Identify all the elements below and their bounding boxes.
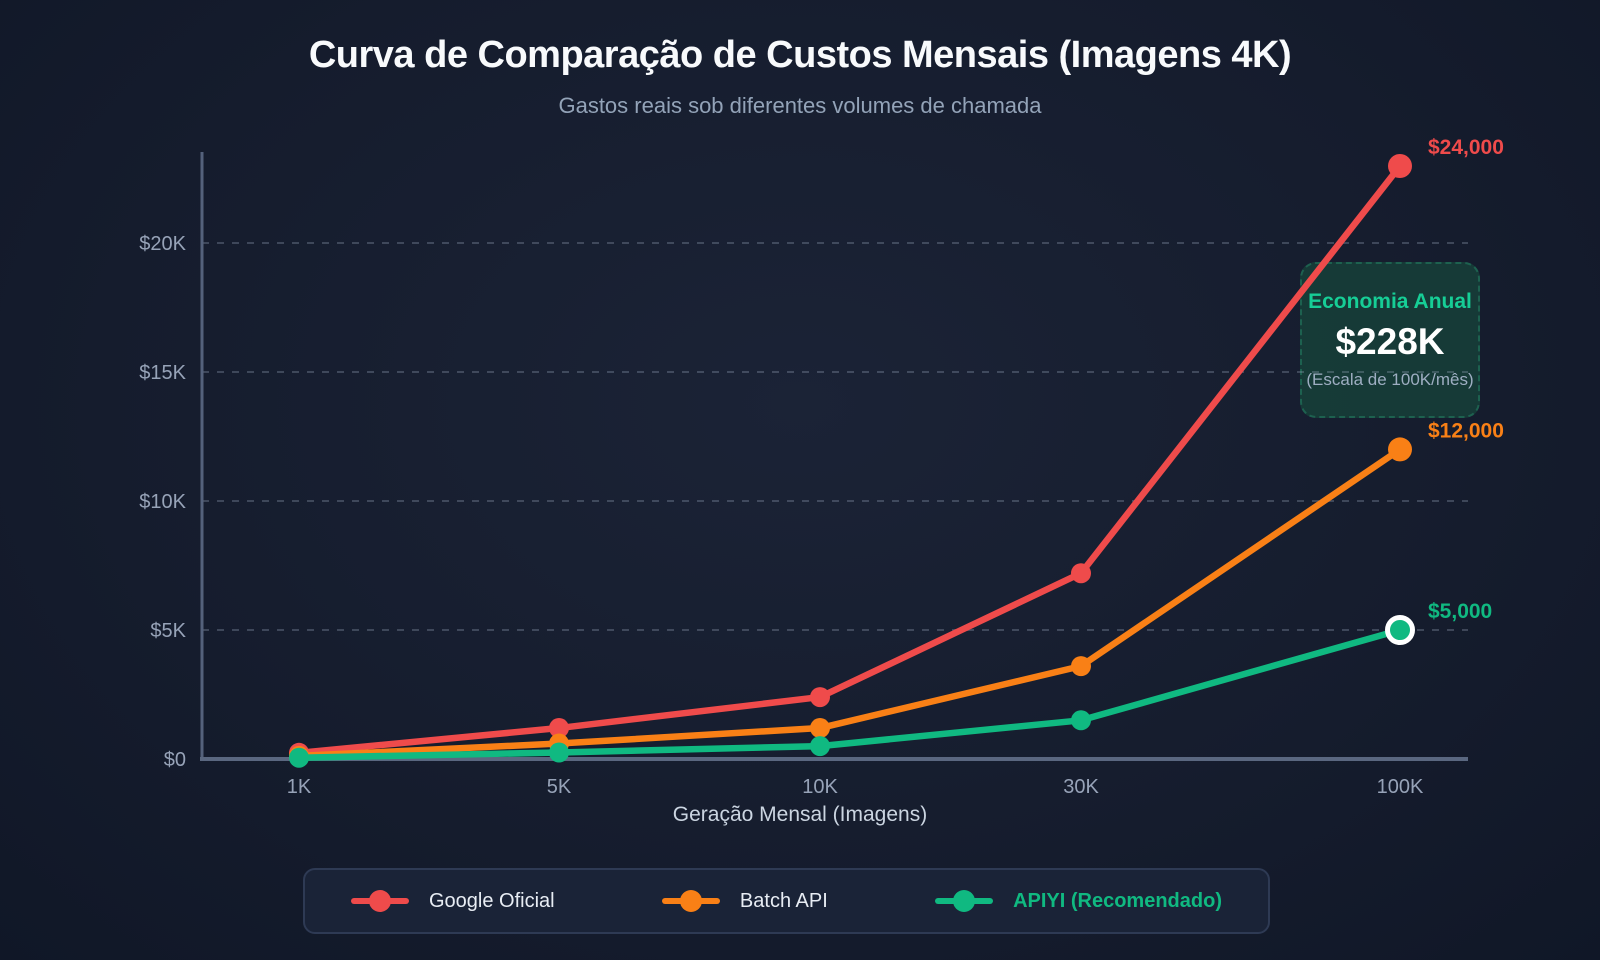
y-tick-label: $0 xyxy=(164,749,186,771)
x-axis-title: Geração Mensal (Imagens) xyxy=(672,803,928,826)
page-title: Curva de Comparação de Custos Mensais (I… xyxy=(308,34,1292,76)
data-point[interactable] xyxy=(810,736,830,757)
data-point[interactable] xyxy=(1071,710,1091,731)
series-line xyxy=(295,162,1404,757)
y-tick-label: $5K xyxy=(150,620,186,642)
data-point[interactable] xyxy=(1071,656,1091,677)
annual-savings-annotation-box xyxy=(1300,262,1480,418)
data-point[interactable] xyxy=(810,687,830,708)
series-end-value-label: $24,000 xyxy=(1428,136,1504,159)
legend-dot-icon xyxy=(369,890,391,912)
data-point[interactable] xyxy=(1385,615,1415,645)
legend-label: Batch API xyxy=(739,889,828,912)
legend-label: APIYI (Recomendado) xyxy=(1013,889,1222,912)
data-point[interactable] xyxy=(1071,563,1091,584)
data-point[interactable] xyxy=(289,747,309,768)
y-tick-label: $15K xyxy=(139,362,186,384)
page-subtitle: Gastos reais sob diferentes volumes de c… xyxy=(558,93,1042,118)
x-tick-label: 100K xyxy=(1377,776,1424,798)
legend-marker-icon xyxy=(935,890,994,912)
x-tick-label: 30K xyxy=(1063,776,1099,798)
legend-dot-icon xyxy=(679,890,702,912)
legend-marker-icon xyxy=(351,890,409,912)
y-tick-label: $10K xyxy=(139,491,186,513)
x-tick-label: 10K xyxy=(802,776,838,798)
data-point[interactable] xyxy=(549,742,569,763)
legend-marker-icon xyxy=(661,890,720,912)
legend-dot-icon xyxy=(953,890,976,912)
data-point[interactable] xyxy=(1388,154,1412,178)
legend-item-apiyi[interactable]: APIYI (Recomendado) xyxy=(935,890,1222,913)
series-end-value-label: $12,000 xyxy=(1428,419,1504,442)
x-tick-label: 1K xyxy=(287,776,312,798)
y-tick-label: $20K xyxy=(139,233,186,255)
data-point[interactable] xyxy=(1388,437,1412,462)
legend-item-batch-api[interactable]: Batch API xyxy=(661,889,828,913)
chart-legend: Google Oficial Batch API APIYI (Recomend… xyxy=(303,868,1270,934)
series-end-value-label: $5,000 xyxy=(1428,600,1492,623)
x-tick-label: 5K xyxy=(547,776,572,798)
legend-item-google-oficial[interactable]: Google Oficial xyxy=(351,890,555,913)
series-line xyxy=(295,446,1404,760)
data-point[interactable] xyxy=(549,718,569,739)
data-point[interactable] xyxy=(810,718,830,739)
legend-label: Google Oficial xyxy=(429,889,555,912)
